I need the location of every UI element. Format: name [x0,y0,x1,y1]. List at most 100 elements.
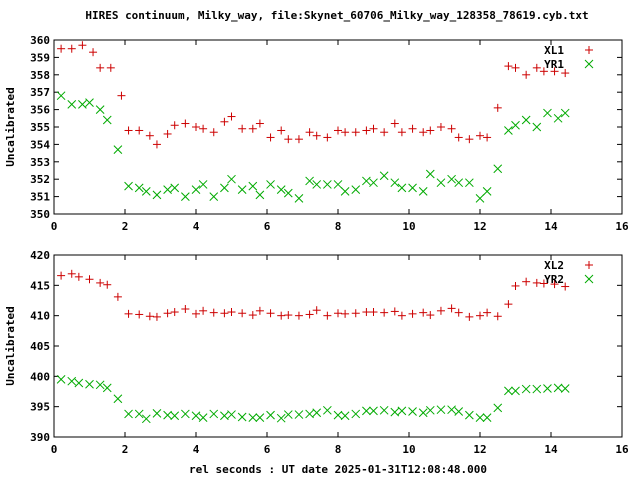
point-xl1 [408,124,417,133]
x-tick-label-1: 10 [402,220,415,233]
point-xl1 [465,135,474,144]
point-yr1 [276,185,286,194]
x-tick-label-1: 16 [615,220,629,233]
y-tick-label-1: 354 [30,138,50,151]
point-yr1 [248,181,258,191]
point-xl2 [419,308,428,317]
y-axis-label-1: Uncalibrated [4,87,17,166]
point-yr2 [305,409,314,419]
point-xl2 [67,269,76,278]
x-tick-label-2: 8 [335,443,342,456]
point-yr1 [255,190,265,200]
point-yr2 [397,406,407,416]
point-xl1 [426,126,435,135]
y-tick-label-1: 357 [30,86,50,99]
point-yr2 [180,409,190,419]
point-yr1 [209,192,219,201]
point-yr1 [294,193,304,203]
point-yr2 [369,406,378,416]
point-yr2 [255,413,265,422]
point-yr1 [436,178,446,188]
point-yr2 [464,410,474,420]
point-xl2 [135,310,144,319]
point-yr2 [170,411,180,421]
point-xl2 [454,308,463,317]
point-yr2 [67,376,77,386]
point-yr2 [454,407,464,416]
x-tick-label-1: 2 [122,220,129,233]
point-xl2 [532,278,541,287]
y-tick-label-1: 351 [30,191,50,204]
point-xl1 [277,126,286,135]
point-xl2 [426,311,435,320]
point-xl1 [96,63,105,72]
point-yr1 [78,100,87,109]
point-yr1 [493,164,503,174]
x-tick-label-1: 14 [544,220,558,233]
point-xl2 [539,279,548,288]
point-xl2 [255,306,264,315]
point-xl1 [67,44,76,53]
point-yr1 [237,185,247,194]
point-xl1 [170,121,179,130]
point-xl2 [511,281,520,290]
point-xl1 [294,135,303,144]
point-yr1 [504,126,513,135]
point-yr1 [198,180,208,189]
point-xl1 [135,126,144,135]
point-yr1 [333,180,343,189]
point-xl2 [550,280,559,289]
point-xl2 [85,275,94,284]
point-xl1 [397,128,406,137]
y-tick-label-2: 420 [30,249,50,262]
point-xl2 [447,304,456,313]
point-yr1 [454,178,464,188]
point-yr2 [152,408,162,418]
point-xl1 [248,124,257,133]
point-xl1 [447,124,456,133]
point-yr1 [56,91,66,101]
point-xl1 [539,67,548,76]
point-xl2 [294,311,303,320]
point-yr2 [283,410,293,419]
x-tick-label-1: 12 [473,220,486,233]
point-yr1 [560,108,570,118]
x-tick-label-2: 12 [473,443,486,456]
point-xl2 [341,309,350,318]
point-xl1 [454,133,463,142]
y-tick-label-1: 356 [30,104,50,117]
point-yr1 [521,115,531,125]
point-yr2 [266,410,275,420]
point-xl1 [284,135,293,144]
point-yr1 [227,174,236,184]
point-yr1 [141,187,151,196]
point-yr2 [493,403,503,413]
point-yr1 [351,185,361,194]
point-yr1 [362,176,371,186]
point-xl1 [106,63,115,72]
point-xl2 [145,312,154,321]
point-yr1 [67,100,77,109]
point-xl2 [74,272,83,281]
point-yr2 [237,412,247,422]
point-yr2 [351,409,361,419]
point-yr1 [532,122,542,132]
y-tick-label-1: 350 [30,208,50,221]
point-yr2 [379,405,389,415]
point-yr1 [369,178,378,188]
point-xl2 [181,304,190,313]
point-yr1 [85,98,94,107]
y-tick-label-2: 405 [30,340,50,353]
y-tick-label-1: 352 [30,173,50,186]
point-xl2 [170,308,179,317]
point-yr2 [333,410,343,420]
point-xl2 [476,311,484,320]
point-xl2 [266,309,275,318]
point-yr2 [276,413,286,423]
x-tick-label-1: 8 [335,220,342,233]
point-yr1 [220,183,229,193]
point-yr2 [113,394,123,404]
point-yr2 [560,384,570,393]
y-tick-label-2: 390 [30,431,50,444]
point-xl1 [390,119,399,128]
